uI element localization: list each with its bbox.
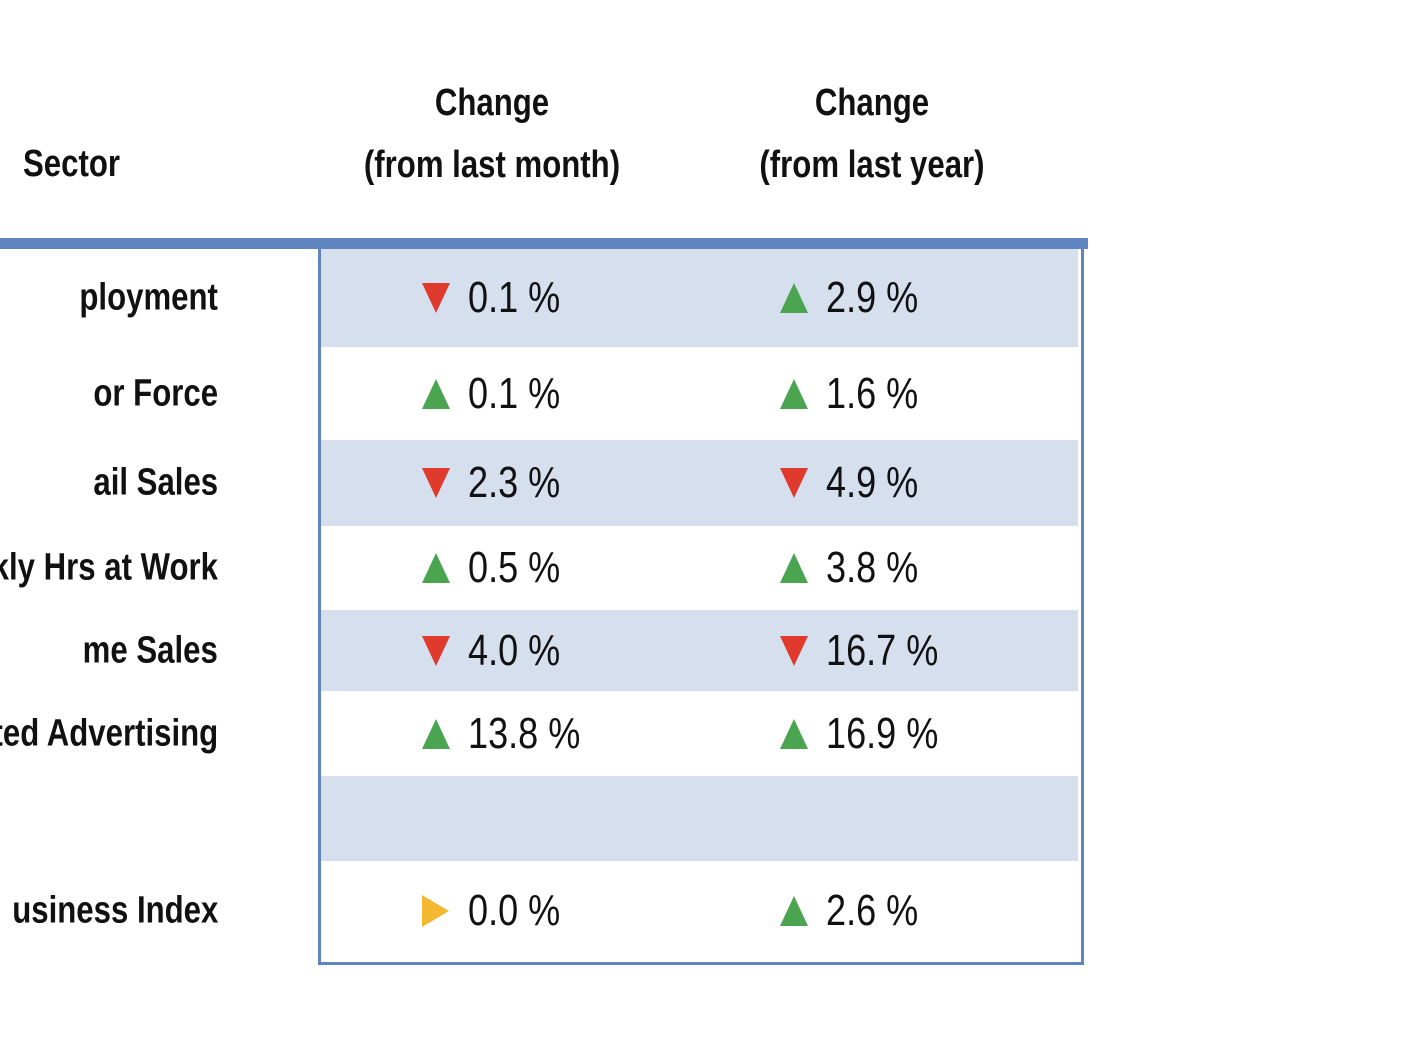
down-triangle-icon bbox=[780, 467, 808, 499]
table-row: usiness Index 0.0 % 2.6 % bbox=[0, 861, 1405, 961]
year-change-value: 2.9 % bbox=[826, 273, 919, 322]
up-triangle-icon bbox=[422, 552, 450, 584]
sector-label: or Force bbox=[93, 372, 218, 414]
sector-label: ployment bbox=[79, 276, 218, 319]
year-change-cell: 16.7 % bbox=[780, 626, 963, 676]
month-change-value: 0.0 % bbox=[468, 886, 561, 935]
header-month-line1: Change bbox=[434, 82, 550, 124]
year-change-cell: 3.8 % bbox=[780, 543, 939, 593]
month-change-value: 2.3 % bbox=[468, 458, 561, 507]
header-rule bbox=[0, 238, 1088, 249]
table-row: kly Hrs at Work 0.5 % 3.8 % bbox=[0, 526, 1405, 610]
month-change-cell: 0.1 % bbox=[422, 369, 581, 419]
header-change-year: Change (from last year) bbox=[724, 72, 1019, 196]
year-change-value: 3.8 % bbox=[826, 543, 919, 592]
header-sector-label: Sector bbox=[23, 143, 120, 185]
header-year-line1: Change bbox=[814, 82, 930, 124]
year-change-cell: 16.9 % bbox=[780, 709, 963, 759]
up-triangle-icon bbox=[780, 552, 808, 584]
table-row: me Sales 4.0 % 16.7 % bbox=[0, 610, 1405, 691]
header-change-month: Change (from last month) bbox=[344, 72, 639, 196]
month-change-cell: 0.1 % bbox=[422, 273, 581, 323]
year-change-value: 4.9 % bbox=[826, 458, 919, 507]
table-row bbox=[0, 776, 1405, 861]
table-row: ted Advertising 13.8 % 16.9 % bbox=[0, 691, 1405, 776]
year-change-value: 16.9 % bbox=[826, 708, 939, 758]
sector-label: kly Hrs at Work bbox=[0, 546, 218, 589]
header-month-line2: (from last month) bbox=[363, 144, 621, 186]
header-sector: Sector bbox=[0, 133, 120, 195]
up-triangle-icon bbox=[780, 378, 808, 410]
up-triangle-icon bbox=[422, 718, 450, 750]
month-change-cell: 13.8 % bbox=[422, 709, 605, 759]
sector-label: ted Advertising bbox=[0, 712, 218, 754]
sector-label: me Sales bbox=[82, 629, 218, 671]
month-change-value: 0.1 % bbox=[468, 273, 561, 322]
year-change-value: 16.7 % bbox=[826, 625, 939, 675]
month-change-cell: 4.0 % bbox=[422, 626, 581, 676]
sector-label: ail Sales bbox=[93, 461, 218, 504]
year-change-value: 1.6 % bbox=[826, 368, 919, 418]
month-change-value: 13.8 % bbox=[468, 708, 581, 758]
table-row: ployment 0.1 % 2.9 % bbox=[0, 249, 1405, 347]
down-triangle-icon bbox=[422, 635, 450, 667]
year-change-cell: 2.6 % bbox=[780, 886, 939, 936]
down-triangle-icon bbox=[422, 282, 450, 314]
up-triangle-icon bbox=[780, 718, 808, 750]
row-band bbox=[321, 776, 1078, 861]
sector-label: usiness Index bbox=[11, 889, 218, 932]
year-change-cell: 4.9 % bbox=[780, 458, 939, 508]
table-border bbox=[318, 248, 1084, 965]
month-change-cell: 2.3 % bbox=[422, 458, 581, 508]
month-change-cell: 0.5 % bbox=[422, 543, 581, 593]
table-row: or Force 0.1 % 1.6 % bbox=[0, 347, 1405, 440]
up-triangle-icon bbox=[780, 282, 808, 314]
down-triangle-icon bbox=[780, 635, 808, 667]
year-change-cell: 1.6 % bbox=[780, 369, 939, 419]
up-triangle-icon bbox=[780, 895, 808, 927]
table-row: ail Sales 2.3 % 4.9 % bbox=[0, 440, 1405, 526]
header-year-line2: (from last year) bbox=[759, 144, 985, 186]
down-triangle-icon bbox=[422, 467, 450, 499]
month-change-value: 0.1 % bbox=[468, 368, 561, 418]
month-change-cell: 0.0 % bbox=[422, 886, 581, 936]
right-triangle-icon bbox=[422, 895, 450, 927]
up-triangle-icon bbox=[422, 378, 450, 410]
year-change-value: 2.6 % bbox=[826, 886, 919, 935]
month-change-value: 4.0 % bbox=[468, 625, 561, 675]
month-change-value: 0.5 % bbox=[468, 543, 561, 592]
year-change-cell: 2.9 % bbox=[780, 273, 939, 323]
